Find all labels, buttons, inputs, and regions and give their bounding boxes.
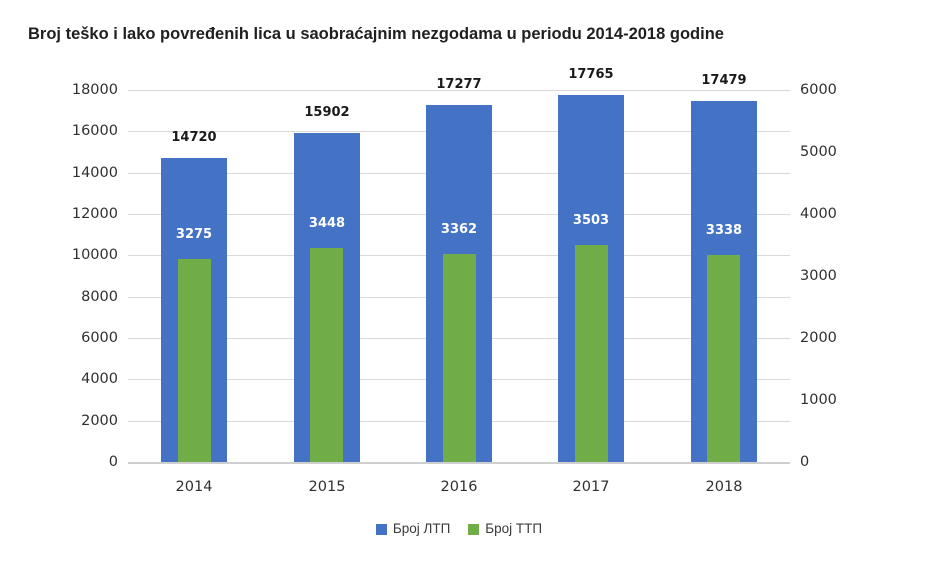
bar-број-ттп-2018	[707, 255, 740, 462]
left-axis-tick: 4000	[81, 371, 118, 387]
right-axis-tick: 3000	[800, 268, 837, 284]
bar-број-ттп-2016	[443, 254, 476, 462]
bar-број-ттп-2015	[310, 248, 343, 462]
legend-swatch-broj-ltp	[375, 523, 387, 535]
data-label-број-лтп-2018: 17479	[701, 73, 747, 88]
legend-swatch-broj-ttp	[468, 523, 480, 535]
legend-label-broj-ttp: Број ТТП	[485, 521, 543, 536]
right-axis-tick: 5000	[800, 144, 837, 160]
right-axis-tick: 4000	[800, 206, 837, 222]
data-label-број-лтп-2014: 14720	[171, 130, 217, 145]
left-axis-tick: 14000	[71, 165, 118, 181]
data-label-број-лтп-2017: 17765	[568, 67, 614, 82]
chart-title: Broj teško i lako povređenih lica u saob…	[28, 25, 724, 43]
left-axis-tick: 2000	[81, 413, 118, 429]
data-label-број-ттп-2016: 3362	[440, 222, 478, 237]
x-axis-label-2014: 2014	[175, 479, 213, 495]
left-axis-tick: 10000	[71, 247, 118, 263]
right-axis-tick: 6000	[800, 82, 837, 98]
left-axis-tick: 8000	[81, 289, 118, 305]
left-axis-tick: 6000	[81, 330, 118, 346]
legend-label-broj-ltp: Број ЛТП	[392, 521, 451, 536]
data-label-број-ттп-2017: 3503	[572, 213, 610, 228]
left-axis-tick: 16000	[71, 123, 118, 139]
legend-item-broj-ltp: Број ЛТП	[375, 521, 451, 537]
gridline	[128, 462, 790, 464]
x-axis-label-2016: 2016	[440, 479, 478, 495]
data-label-број-ттп-2018: 3338	[705, 223, 743, 238]
left-axis-tick: 0	[108, 454, 118, 470]
left-axis-tick: 18000	[71, 82, 118, 98]
data-label-број-лтп-2016: 17277	[436, 77, 482, 92]
legend-item-broj-ttp: Број ТТП	[468, 521, 542, 537]
data-label-број-ттп-2014: 3275	[175, 227, 213, 242]
bar-број-ттп-2014	[178, 259, 211, 462]
left-axis-tick: 12000	[71, 206, 118, 222]
right-axis-tick: 2000	[800, 330, 837, 346]
x-axis-label-2018: 2018	[705, 479, 743, 495]
bar-број-ттп-2017	[575, 245, 608, 462]
gridline	[128, 90, 790, 91]
right-axis-tick: 1000	[800, 392, 837, 408]
right-axis-tick: 0	[800, 454, 810, 470]
x-axis-label-2017: 2017	[572, 479, 610, 495]
data-label-број-ттп-2015: 3448	[308, 216, 346, 231]
x-axis-label-2015: 2015	[308, 479, 346, 495]
legend: Број ЛТП Број ТТП	[128, 520, 790, 538]
data-label-број-лтп-2015: 15902	[304, 105, 350, 120]
